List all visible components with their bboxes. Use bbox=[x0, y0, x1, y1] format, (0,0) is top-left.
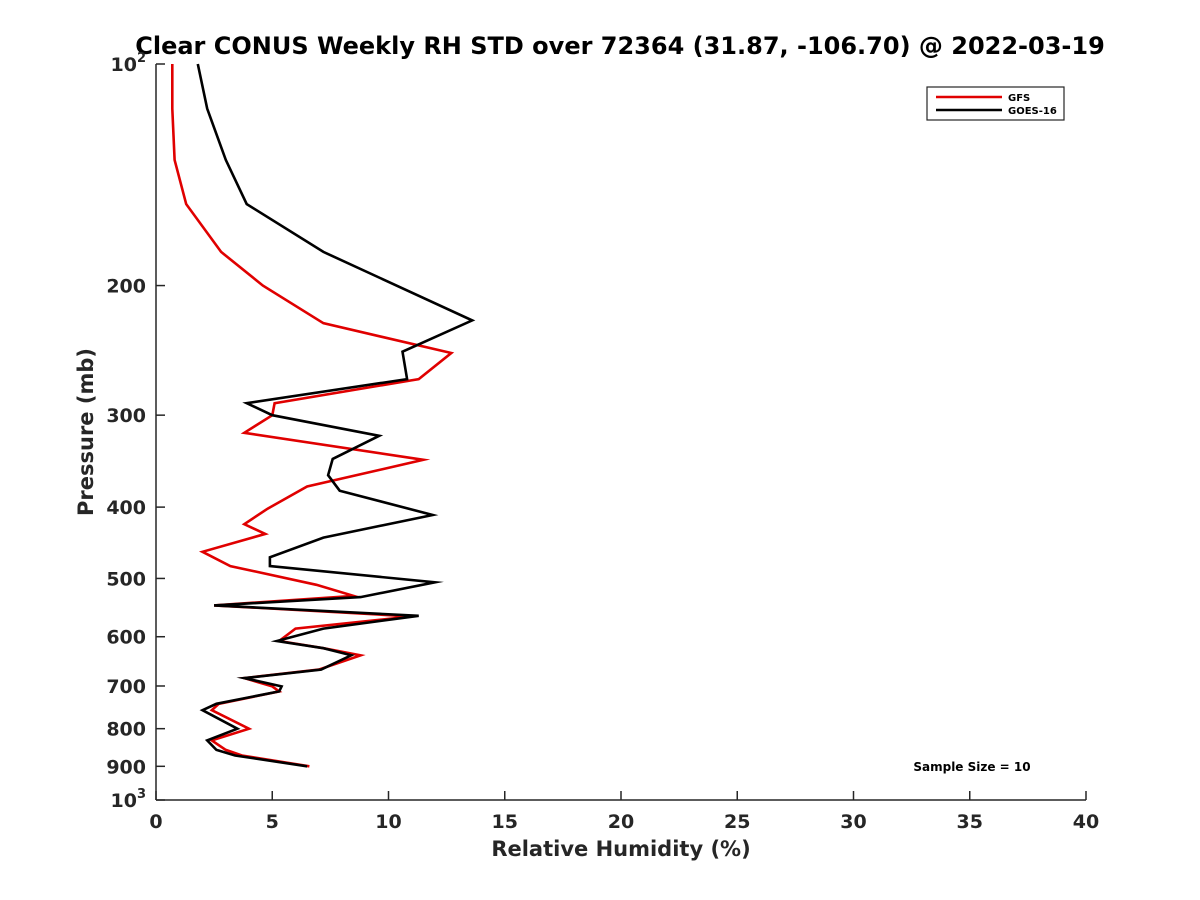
y-tick-label: 500 bbox=[106, 568, 146, 590]
series-line-goes16 bbox=[196, 63, 476, 768]
series-layer bbox=[171, 63, 476, 768]
sample-size-annotation: Sample Size = 10 bbox=[913, 760, 1030, 774]
legend-box bbox=[926, 86, 1065, 121]
y-tick-label: 103 bbox=[111, 787, 147, 812]
x-tick-label: 20 bbox=[608, 811, 634, 833]
x-tick-label: 0 bbox=[149, 811, 162, 833]
legend-label-gfs: GFS bbox=[1008, 93, 1030, 104]
x-tick-label: 35 bbox=[957, 811, 983, 833]
x-tick-label: 40 bbox=[1073, 811, 1099, 833]
x-axis-label: Relative Humidity (%) bbox=[491, 837, 750, 861]
chart-title: Clear CONUS Weekly RH STD over 72364 (31… bbox=[135, 32, 1105, 60]
y-tick-label: 400 bbox=[106, 497, 146, 519]
series-line-gfs bbox=[171, 64, 455, 768]
x-tick-label: 30 bbox=[840, 811, 866, 833]
y-tick-label: 800 bbox=[106, 719, 146, 741]
plot-frame bbox=[156, 64, 1086, 800]
y-tick-label: 102 bbox=[111, 51, 147, 76]
x-tick-label: 25 bbox=[724, 811, 750, 833]
y-tick-label: 600 bbox=[106, 627, 146, 649]
y-tick-label: 900 bbox=[106, 756, 146, 778]
x-tick-label: 15 bbox=[492, 811, 518, 833]
legend-label-goes16: GOES-16 bbox=[1008, 106, 1057, 117]
x-tick-label: 5 bbox=[266, 811, 279, 833]
y-tick-label: 300 bbox=[106, 405, 146, 427]
y-tick-label: 700 bbox=[106, 676, 146, 698]
y-axis-label: Pressure (mb) bbox=[74, 348, 98, 516]
legend: GFS GOES-16 bbox=[926, 86, 1065, 121]
x-axis-ticks: 0 5 10 15 20 25 30 35 40 bbox=[149, 791, 1099, 833]
y-axis-ticks: 102 200 300 400 500 600 700 800 900 103 bbox=[106, 51, 165, 812]
y-tick-label: 200 bbox=[106, 276, 146, 298]
x-tick-label: 10 bbox=[375, 811, 401, 833]
